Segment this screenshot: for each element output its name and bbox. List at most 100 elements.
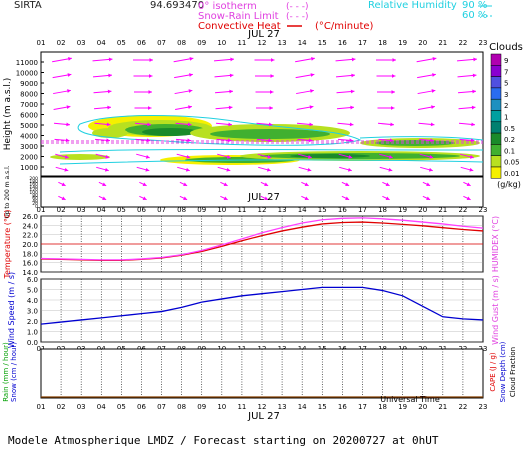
temperature-axis: 26.024.0 22.020.018.0 16.014.0 [22, 213, 38, 277]
cloud-scale-label-0.01: 0.01 [504, 170, 520, 178]
low-wind-arrow-1-7 [341, 195, 350, 201]
cloud-panel [40, 51, 484, 177]
top-hour-09: 09 [197, 39, 206, 47]
top-hour-23: 23 [479, 39, 488, 47]
wind-speed-label: Wind Speed (m / s) [7, 272, 16, 348]
wind-arrow-2-0 [53, 89, 71, 95]
mid-hour-03: 03 [77, 206, 86, 214]
low-wind-arrow-0-4 [220, 181, 228, 187]
rain-label: Rain (mm / hour) [2, 342, 10, 402]
height-tick-2000: 2000 [20, 154, 38, 162]
top-hour-05: 05 [117, 39, 126, 47]
wind-arrow-6-5 [257, 153, 272, 159]
top-hour-20: 20 [418, 39, 427, 47]
low-height-tick-0: 0 [35, 204, 38, 210]
low-wind-arrow-1-0 [58, 195, 66, 201]
wind-arrow-2-4 [214, 89, 234, 94]
height-tick-5000: 5000 [20, 122, 38, 130]
bottom-hour-16: 16 [338, 403, 347, 411]
low-wind-arrow-0-10 [463, 181, 471, 187]
wind-plot-tick-5.0: 5.0 [27, 287, 38, 295]
mid-hour-20: 20 [418, 206, 427, 214]
temp-plot-tick-14.0: 14.0 [22, 269, 38, 277]
wind-plot-tick-2.0: 2.0 [27, 318, 38, 326]
wind-arrow-2-8 [377, 90, 395, 94]
wind-arrow-3-6 [296, 105, 314, 110]
top-hour-22: 22 [458, 39, 467, 47]
mid-hour-16: 16 [338, 206, 347, 214]
low-wind-arrow-1-10 [463, 195, 471, 201]
wind-plot-tick-0.0: 0.0 [27, 339, 38, 347]
cloud-scale-label-0.5: 0.5 [504, 125, 515, 133]
height-tick-7000: 7000 [20, 101, 38, 109]
wind-arrow-1-4 [214, 73, 234, 78]
low-height-tick-200: 200 [29, 176, 38, 182]
low-height-tick-20: 20 [32, 201, 38, 207]
low-wind-arrow-1-4 [220, 195, 228, 201]
mid-hour-02: 02 [57, 206, 66, 214]
top-hour-07: 07 [157, 39, 166, 47]
temperature-plot [40, 215, 484, 273]
cloud-scale-swatch-1 [490, 110, 502, 123]
cloud-scale-swatch-3 [490, 87, 502, 100]
low-height-tick-120: 120 [29, 187, 38, 193]
low-height-tick-140: 140 [29, 184, 38, 190]
wind-plot-series-0 [40, 286, 484, 325]
wind-arrow-2-7 [336, 89, 355, 94]
cloud-scale-swatch-2 [490, 98, 502, 111]
wind-arrow-4-7 [337, 122, 354, 127]
bottom-hour-08: 08 [177, 403, 186, 411]
mid-hour-21: 21 [438, 206, 447, 214]
top-hour-12: 12 [258, 39, 267, 47]
cloud-scale-swatch-0.2 [490, 132, 502, 145]
height-tick-4000: 4000 [20, 133, 38, 141]
mid-hour-10: 10 [217, 206, 226, 214]
wind-arrow-6-2 [136, 153, 150, 159]
wind-axis: 6.0 5.0 4.0 3.0 2.0 1.0 0.0 [27, 276, 38, 347]
station-name: SIRTA [14, 0, 42, 11]
cloud-scale-swatch-9 [490, 53, 502, 66]
height-axis: 11000 10000 9000 8000 7000 6000 5000 4000 3000 20… [16, 59, 44, 172]
wind-arrow-1-10 [457, 73, 477, 78]
wind-arrow-7-10 [460, 166, 474, 172]
cloud-scale-label-7: 7 [504, 68, 508, 76]
cloud-scale-swatch-0.01 [490, 166, 502, 179]
wind-arrow-0-10 [456, 57, 478, 62]
wind-arrow-3-2 [134, 106, 152, 110]
legend-rh: Relative Humidity [368, 0, 457, 11]
wind-arrow-1-5 [255, 74, 274, 78]
wind-arrow-2-5 [255, 90, 274, 94]
clouds-scale-unit: (g/kg) [497, 180, 521, 189]
temp-plot-tick-16.0: 16.0 [22, 260, 38, 268]
top-hour-11: 11 [237, 39, 246, 47]
mid-hour-22: 22 [458, 206, 467, 214]
wind-arrow-3-7 [336, 105, 355, 110]
wind-arrow-3-1 [93, 105, 112, 110]
mid-hour-04: 04 [97, 206, 106, 214]
low-wind-arrow-1-1 [98, 195, 107, 201]
cloud-scale-swatch-0.5 [490, 121, 502, 134]
wind-arrow-6-3 [176, 153, 191, 159]
wind-arrow-0-4 [213, 57, 235, 62]
wind-arrow-4-3 [175, 122, 192, 127]
cloud-fraction-label: Cloud Fraction [509, 347, 517, 397]
top-hour-02: 02 [57, 39, 66, 47]
bottom-hour-13: 13 [278, 403, 287, 411]
low-height-tick-180: 180 [29, 179, 38, 185]
temp-plot-tick-24.0: 24.0 [22, 222, 38, 230]
wind-arrow-4-6 [296, 122, 314, 127]
legend-rh-90: 90 % [462, 0, 487, 11]
bottom-hour-22: 22 [458, 403, 467, 411]
precipitation-plot [40, 349, 484, 398]
cloud-scale-swatch-7 [490, 65, 502, 77]
low-wind-arrow-1-9 [422, 195, 431, 201]
wind-arrow-1-0 [52, 73, 72, 79]
top-hour-08: 08 [177, 39, 186, 47]
mid-hour-23: 23 [479, 206, 488, 214]
wind-plot [40, 278, 484, 343]
legend-convective-unit: (°C/minute) [315, 21, 374, 32]
bottom-hour-04: 04 [97, 403, 106, 411]
cloud-scale-label-1: 1 [504, 114, 508, 122]
